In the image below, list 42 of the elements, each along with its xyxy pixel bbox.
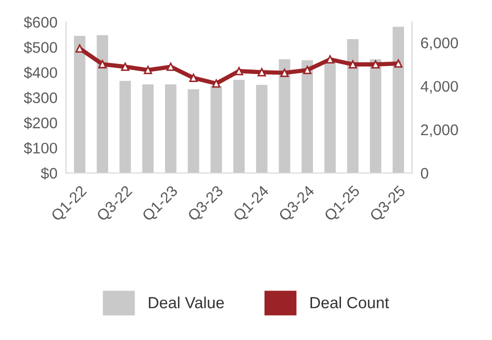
y2-tick-label: 0	[420, 168, 428, 179]
bar	[278, 59, 290, 173]
bar	[96, 35, 108, 173]
point	[144, 66, 152, 74]
bar	[302, 60, 313, 173]
bar	[188, 89, 200, 173]
point	[212, 79, 220, 88]
point	[121, 62, 130, 71]
legend-label: Deal Count	[310, 296, 390, 308]
y-tick-label: $600	[24, 16, 58, 29]
y-tick-label: $500	[24, 41, 58, 54]
y2-tick-label: 2,000	[421, 124, 458, 138]
bar	[142, 84, 154, 173]
bar	[324, 61, 336, 173]
y-tick-label: $0	[40, 167, 58, 180]
point	[280, 68, 289, 78]
bar	[256, 84, 268, 173]
point	[303, 66, 312, 74]
y-tick-label: $100	[24, 142, 58, 154]
y-tick-label: $200	[24, 116, 58, 130]
bar	[119, 80, 131, 173]
bar	[347, 39, 359, 173]
bar	[233, 80, 245, 173]
bar	[74, 36, 86, 173]
bar	[370, 59, 382, 173]
y-tick-label: $400	[24, 66, 58, 79]
point	[234, 66, 244, 76]
point	[258, 68, 266, 76]
bar	[392, 26, 404, 173]
point	[348, 60, 357, 69]
y-tick-label: $300	[24, 92, 58, 104]
point	[98, 60, 107, 68]
y2-tick-label: 6,000	[421, 38, 458, 50]
legend-label: Deal Value	[148, 296, 224, 308]
point	[371, 60, 380, 69]
bar	[210, 86, 222, 173]
point	[189, 74, 198, 82]
bar	[165, 84, 176, 173]
point	[326, 55, 334, 64]
y2-tick-label: 4,000	[420, 80, 458, 94]
point	[166, 62, 175, 71]
point	[394, 59, 403, 68]
